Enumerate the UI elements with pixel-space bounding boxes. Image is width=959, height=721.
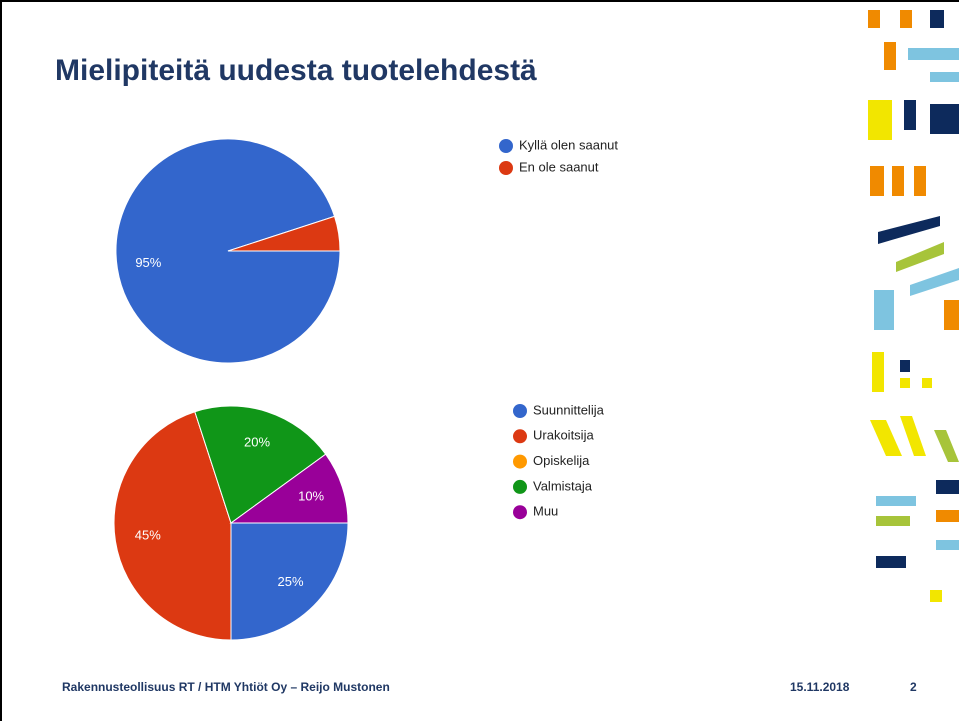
data-label: 25%	[278, 574, 304, 589]
legend-label: Muu	[533, 504, 558, 519]
data-label: 10%	[298, 488, 324, 503]
data-label: 45%	[135, 528, 161, 543]
legend-marker	[499, 139, 513, 153]
slide-title: Mielipiteitä uudesta tuotelehdestä	[55, 54, 537, 87]
page: Mielipiteitä uudesta tuotelehdestä Raken…	[0, 0, 959, 721]
data-label: 20%	[244, 434, 270, 449]
legend-marker	[513, 455, 527, 469]
footer-date: 15.11.2018	[790, 680, 850, 694]
legend-label: Kyllä olen saanut	[519, 137, 618, 152]
legend-label: Valmistaja	[533, 478, 593, 493]
page-number: 2	[910, 680, 917, 694]
legend-label: En ole saanut	[519, 159, 599, 174]
data-label: 95%	[135, 255, 161, 270]
legend-marker	[513, 429, 527, 443]
legend-marker	[513, 480, 527, 494]
legend-marker	[513, 404, 527, 418]
legend-marker	[499, 161, 513, 175]
legend-label: Suunnittelija	[533, 402, 605, 417]
footer: Rakennusteollisuus RT / HTM Yhtiöt Oy – …	[62, 680, 390, 694]
slide: Mielipiteitä uudesta tuotelehdestä Raken…	[0, 0, 959, 721]
legend-label: Urakoitsija	[533, 428, 594, 443]
legend-marker	[513, 505, 527, 519]
legend-label: Opiskelija	[533, 453, 590, 468]
slide-frame	[1, 1, 959, 721]
